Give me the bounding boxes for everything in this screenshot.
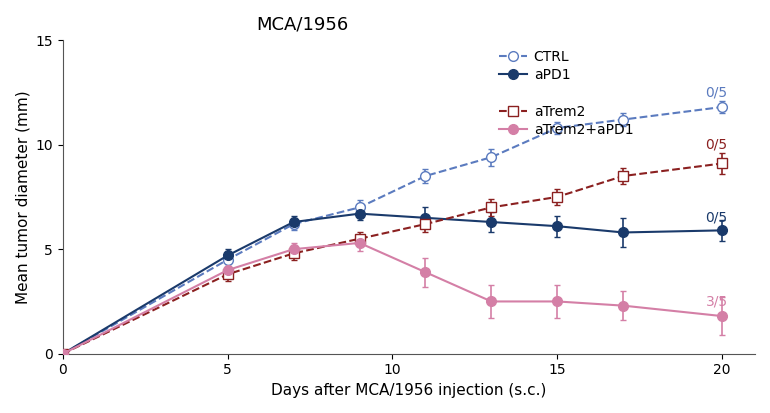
Text: MCA/1956: MCA/1956 (256, 15, 349, 33)
Y-axis label: Mean tumor diameter (mm): Mean tumor diameter (mm) (15, 90, 30, 304)
X-axis label: Days after MCA/1956 injection (s.c.): Days after MCA/1956 injection (s.c.) (271, 383, 547, 398)
Legend: CTRL, aPD1, , aTrem2, aTrem2+aPD1: CTRL, aPD1, , aTrem2, aTrem2+aPD1 (499, 50, 633, 137)
Text: 0/5: 0/5 (705, 211, 728, 225)
Text: 3/5: 3/5 (705, 294, 728, 309)
Text: 0/5: 0/5 (705, 138, 728, 152)
Text: 0/5: 0/5 (705, 85, 728, 100)
